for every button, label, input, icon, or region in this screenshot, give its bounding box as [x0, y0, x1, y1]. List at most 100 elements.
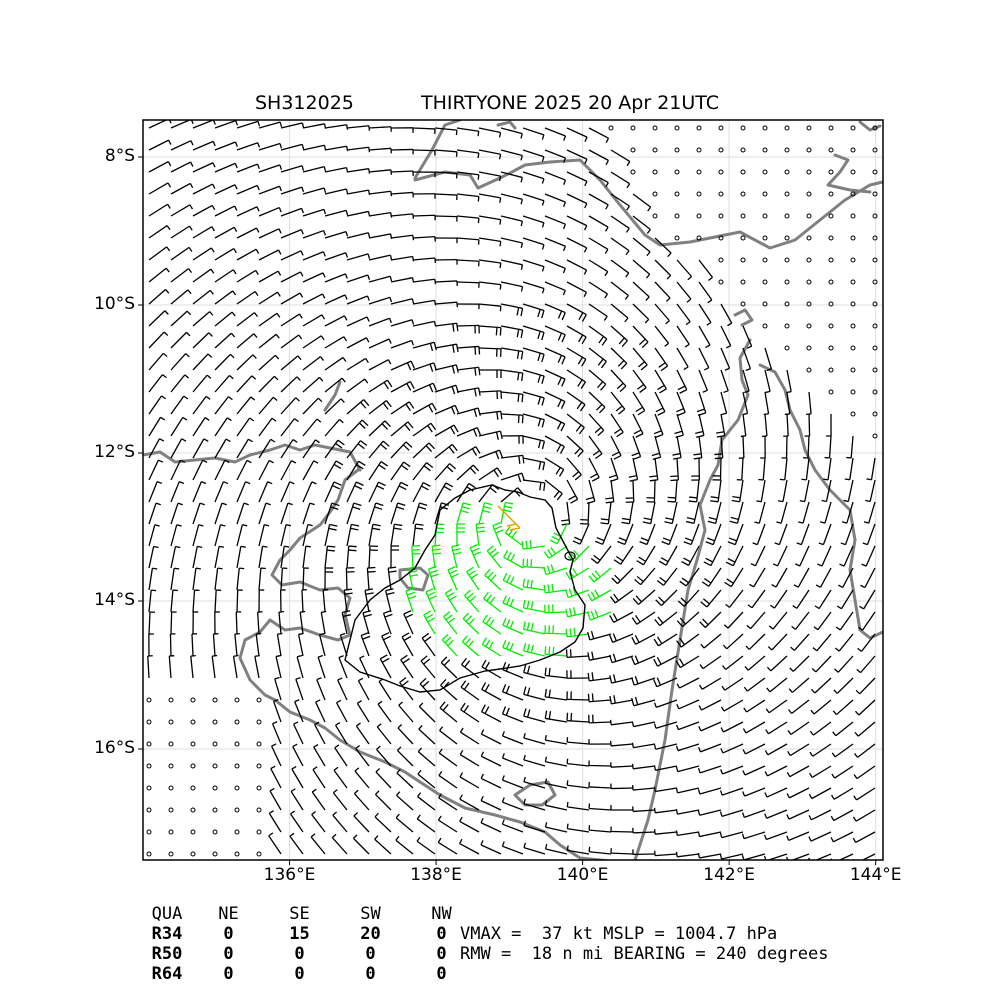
wind-barb [721, 700, 743, 711]
wind-barb [149, 460, 163, 480]
wind-barb [303, 294, 325, 304]
wind-barb [589, 782, 611, 788]
wind-barb [611, 326, 627, 347]
wind-barb [629, 458, 638, 481]
wind-barb [501, 473, 524, 482]
wind-barb [545, 260, 565, 273]
wind-barb [809, 810, 831, 820]
wind-barb [699, 282, 712, 303]
wind-barb [778, 480, 787, 502]
wind-barb [792, 612, 809, 629]
wind-barb [545, 480, 562, 500]
wind-barb [303, 124, 326, 129]
wind-barb [193, 460, 207, 480]
wind-barb [633, 194, 651, 211]
wind-barb [171, 269, 192, 282]
calm-marker [653, 170, 657, 174]
wind-barb [435, 238, 457, 243]
wind-barb [237, 546, 246, 568]
wind-barb [369, 213, 392, 218]
calm-marker [719, 148, 723, 152]
wind-barb [677, 678, 699, 688]
wind-barb [589, 739, 611, 744]
calm-marker [741, 214, 745, 218]
wind-barb [655, 370, 666, 393]
wind-barb [791, 634, 809, 650]
calm-marker [257, 786, 261, 790]
wind-barb [783, 414, 788, 436]
wind-barb [325, 337, 346, 348]
wind-barb [149, 204, 170, 216]
y-tick-label: 10°S [65, 294, 135, 314]
calm-marker [697, 214, 701, 218]
wind-barb [831, 810, 853, 821]
wind-barb [215, 482, 228, 502]
calm-marker [257, 742, 261, 746]
wind-barb [314, 745, 325, 766]
wind-barb [859, 590, 875, 609]
calm-marker [653, 148, 657, 152]
wind-barb [215, 546, 224, 568]
wind-barb [276, 655, 281, 678]
wind-barb [501, 216, 522, 226]
wind-barb [501, 260, 522, 270]
wind-barb [237, 525, 247, 546]
wind-barb [347, 441, 367, 458]
wind-barb [632, 656, 655, 665]
x-tick-label: 142°E [694, 865, 764, 885]
wind-barb [215, 354, 234, 370]
wind-barb [369, 255, 392, 260]
wind-barb [672, 436, 681, 459]
wind-barb [418, 793, 435, 810]
wind-barb [611, 762, 633, 767]
wind-barb [677, 722, 699, 730]
wind-barb [674, 414, 683, 437]
wind-barb [611, 216, 629, 232]
wind-barb [413, 403, 436, 414]
wind-barb [356, 723, 369, 744]
wind-barb [580, 502, 589, 524]
x-tick-label: 144°E [841, 865, 911, 885]
wind-barb [193, 141, 215, 150]
wind-barb [633, 414, 643, 437]
wind-barb [441, 679, 457, 700]
wind-barb [215, 439, 230, 458]
wind-barb [732, 480, 743, 502]
wind-barb [633, 348, 647, 370]
radii-row-label: R64 [141, 964, 193, 984]
wind-barb [698, 853, 721, 858]
wind-barb [354, 790, 369, 810]
wind-barb [743, 832, 765, 839]
wind-barb [854, 766, 875, 779]
wind-barb [149, 140, 171, 150]
wind-barb [369, 360, 391, 370]
wind-barb [435, 444, 457, 458]
wind-barb [589, 194, 608, 209]
wind-barb [677, 348, 688, 370]
calm-marker [807, 324, 811, 328]
wind-barb-gale [545, 625, 567, 634]
wind-barb [457, 447, 480, 458]
wind-barb [610, 695, 633, 704]
wind-barb [655, 612, 677, 626]
calm-marker [147, 852, 151, 856]
wind-barb [481, 818, 501, 832]
calm-marker [873, 280, 877, 284]
wind-barb [171, 546, 180, 568]
wind-barb [369, 380, 392, 392]
wind-barb [281, 144, 304, 150]
wind-barb [325, 316, 347, 326]
calm-marker [741, 148, 745, 152]
wind-barb-gale [467, 567, 479, 590]
wind-barb [677, 700, 699, 709]
wind-barb [855, 722, 875, 736]
wind-barb [347, 400, 369, 414]
wind-barb [787, 832, 809, 840]
wind-barb [281, 568, 287, 590]
wind-barb [457, 260, 479, 266]
wind-barb [281, 166, 304, 172]
wind-barb [369, 127, 391, 132]
wind-barb [355, 768, 369, 788]
wind-barb [721, 788, 743, 795]
